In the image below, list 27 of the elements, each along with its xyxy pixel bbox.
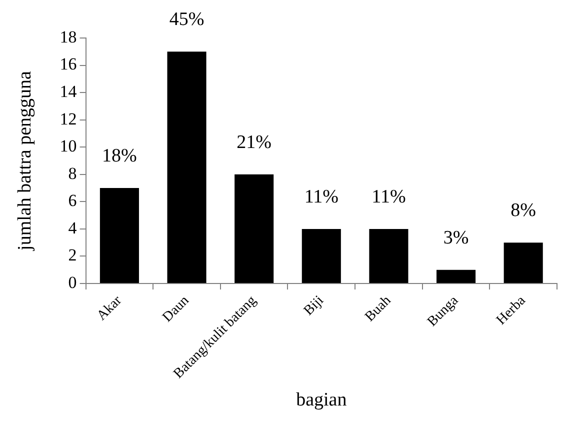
y-tick-label: 16 [60, 54, 77, 74]
annotation: 8% [510, 200, 536, 222]
annotation: 21% [236, 132, 272, 153]
x-axis-title: bagian [296, 390, 348, 411]
y-tick-label: 6 [68, 191, 77, 210]
annotation: 11% [372, 186, 406, 208]
annotation: 45% [169, 9, 204, 30]
bar [504, 242, 543, 284]
bar [436, 270, 476, 284]
y-tick-label: 12 [60, 109, 77, 128]
y-tick-label: 0 [68, 272, 77, 292]
bar [369, 228, 408, 284]
y-tick-label: 10 [60, 136, 77, 156]
annotation: 18% [102, 146, 138, 167]
y-axis-title: jumlah battra pengguna [14, 70, 36, 252]
y-tick-label: 18 [60, 27, 77, 46]
bar [234, 174, 274, 284]
annotation: 11% [304, 186, 339, 208]
bar [167, 52, 206, 284]
bar [302, 228, 341, 284]
y-tick-label: 2 [68, 246, 77, 265]
y-tick-label: 14 [60, 82, 78, 102]
y-tick-label: 4 [68, 218, 78, 238]
annotation: 3% [443, 227, 469, 248]
y-tick-label: 8 [68, 164, 77, 183]
bar [100, 188, 139, 284]
x-tick-label: Biji [301, 293, 327, 319]
